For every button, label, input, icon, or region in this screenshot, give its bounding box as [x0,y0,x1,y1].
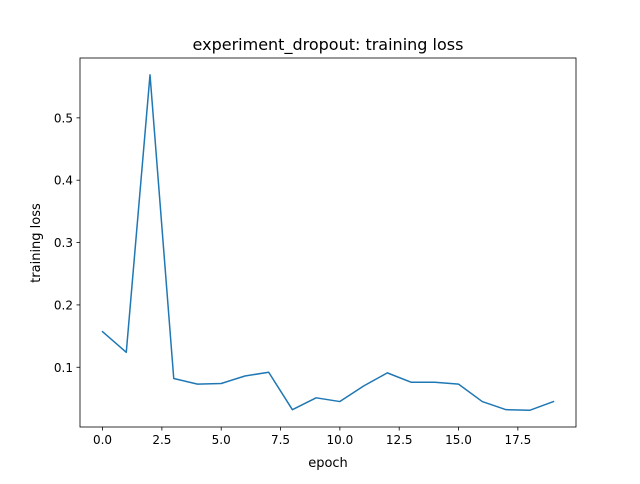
x-tick-label: 12.5 [386,433,413,447]
x-tick-label: 10.0 [327,433,354,447]
y-tick-label: 0.3 [54,236,73,250]
x-tick-label: 7.5 [271,433,290,447]
y-tick-label: 0.5 [54,111,73,125]
y-tick-label: 0.2 [54,298,73,312]
plot-area: 0.0 2.5 5.0 7.5 10.0 12.5 15.0 17.5 0.1 0.2 0.3 0.4… [54,57,577,447]
y-tick-label: 0.4 [54,174,73,188]
y-axis-label: training loss [29,203,44,283]
x-tick-label: 5.0 [212,433,231,447]
y-tick-label: 0.1 [54,361,73,375]
x-tick-label: 2.5 [152,433,171,447]
x-axis-label: epoch [308,456,348,471]
x-tick-label: 17.5 [504,433,531,447]
chart-title: experiment_dropout: training loss [193,35,464,55]
series-line-0 [101,74,555,412]
x-tick-label: 15.0 [445,433,472,447]
x-tick-label: 0.0 [93,433,112,447]
